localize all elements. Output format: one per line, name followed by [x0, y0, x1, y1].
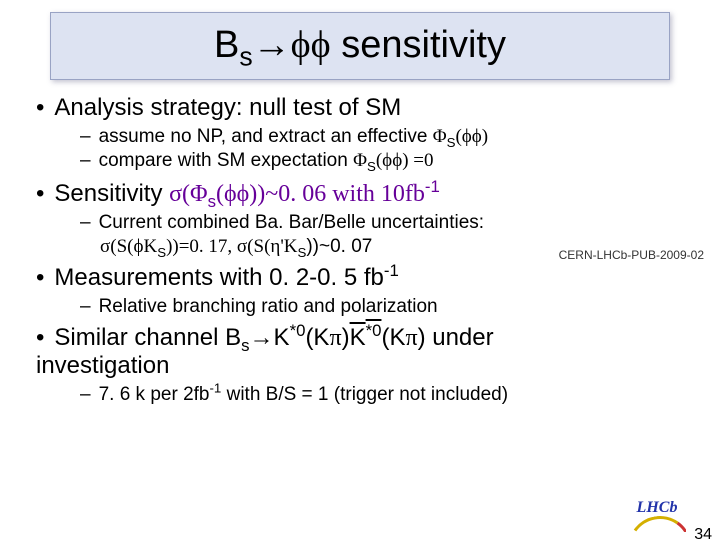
bullet-text: Similar channel Bs→K*0(Kπ)K*0(Kπ) under … — [36, 324, 494, 379]
subbullet-text: Relative branching ratio and polarizatio… — [99, 296, 438, 317]
slide-root: Bs→ϕϕ sensitivity • Analysis strategy: nu… — [0, 12, 720, 552]
bullet-marker: • — [36, 324, 44, 351]
page-number: 34 — [694, 526, 712, 544]
slide-title: Bs→ϕϕ sensitivity — [214, 24, 506, 66]
subbullet-text: 7. 6 k per 2fb-1 with B/S = 1 (trigger n… — [99, 384, 508, 405]
subbullet-branching-ratio: –Relative branching ratio and polarizati… — [80, 296, 720, 318]
subbullet-compare-sm: –compare with SM expectation ΦS(ϕϕ) =0 — [80, 150, 720, 172]
subbullet-text: σ(S(ϕKS))=0. 17, σ(S(η'KS))~0. 07 — [100, 236, 372, 257]
dash-marker: – — [80, 126, 91, 147]
bullet-similar-channel: •Similar channel Bs→K*0(Kπ)K*0(Kπ) under… — [36, 324, 620, 380]
bullet-text: Sensitivity σ(Φs(ϕϕ))~0. 06 with 10fb-1 — [54, 180, 439, 207]
bullet-measurements: • Measurements with 0. 2-0. 5 fb-1 — [36, 264, 720, 292]
dash-marker: – — [80, 150, 91, 171]
bullet-marker: • — [36, 180, 44, 207]
title-box: Bs→ϕϕ sensitivity — [50, 12, 670, 80]
subbullet-babar-belle: –Current combined Ba. Bar/Belle uncertai… — [80, 212, 720, 234]
subbullet-text: Current combined Ba. Bar/Belle uncertain… — [99, 212, 484, 233]
subbullet-text: assume no NP, and extract an effective Φ… — [99, 126, 489, 147]
dash-marker: – — [80, 212, 91, 233]
dash-marker: – — [80, 384, 91, 405]
subbullet-trigger: –7. 6 k per 2fb-1 with B/S = 1 (trigger … — [80, 384, 720, 406]
subbullet-text: compare with SM expectation ΦS(ϕϕ) =0 — [99, 150, 434, 171]
bullet-text: Analysis strategy: null test of SM — [54, 94, 401, 121]
bullet-text: Measurements with 0. 2-0. 5 fb-1 — [54, 264, 398, 291]
bullet-analysis-strategy: • Analysis strategy: null test of SM — [36, 94, 720, 122]
bullet-marker: • — [36, 264, 44, 291]
bullet-marker: • — [36, 94, 44, 121]
logo-swoosh-icon — [628, 514, 686, 532]
lhcb-logo: LHCb — [622, 494, 692, 538]
bullet-sensitivity: • Sensitivity σ(Φs(ϕϕ))~0. 06 with 10fb-1 — [36, 180, 720, 208]
dash-marker: – — [80, 296, 91, 317]
subbullet-assume-no-np: –assume no NP, and extract an effective … — [80, 126, 720, 148]
reference-label: CERN-LHCb-PUB-2009-02 — [559, 248, 704, 262]
